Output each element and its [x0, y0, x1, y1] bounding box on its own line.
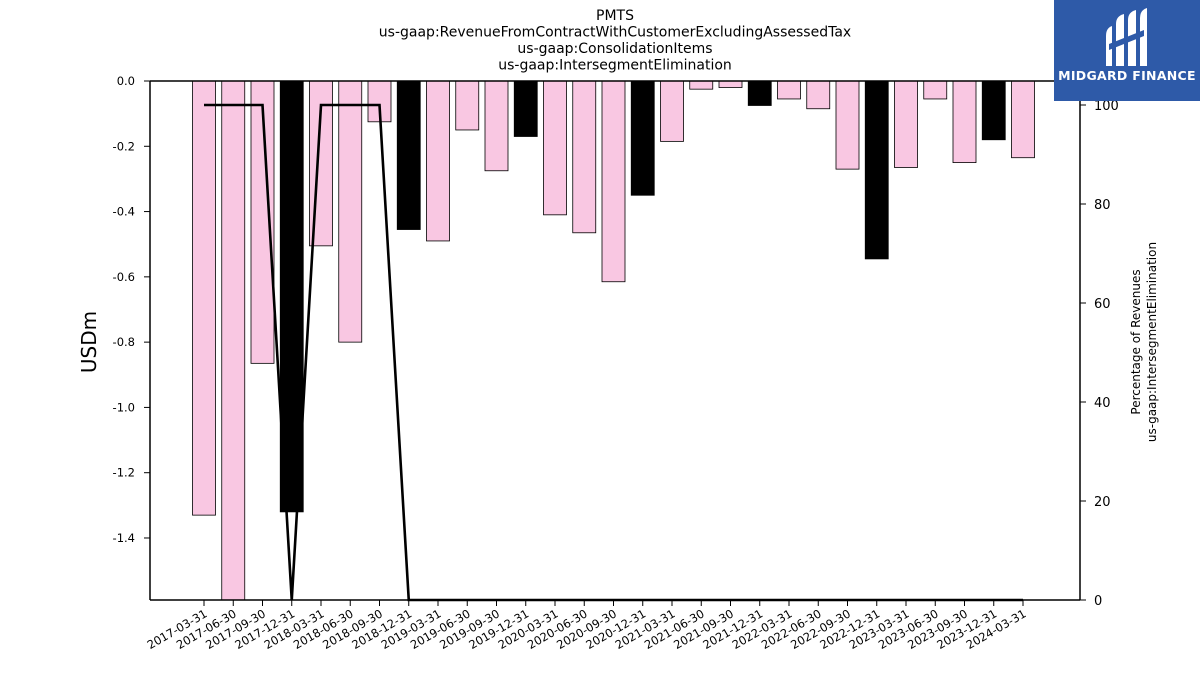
- bar: [894, 80, 918, 168]
- bar: [396, 80, 421, 230]
- chart-title: PMTSus-gaap:RevenueFromContractWithCusto…: [379, 8, 851, 74]
- bar: [777, 80, 801, 100]
- bar: [338, 80, 363, 343]
- bar: [923, 80, 948, 100]
- y2-axis-label: us-gaap:IntersegmentElimination: [1145, 242, 1159, 442]
- y-tick-label: -0.6: [113, 270, 135, 284]
- y2-tick-label: 100: [1094, 99, 1119, 114]
- y2-tick-label: 20: [1094, 495, 1111, 510]
- bar: [689, 80, 714, 90]
- bar: [543, 80, 567, 216]
- y2-tick-label: 0: [1094, 594, 1102, 609]
- y-axis-label: USDm: [77, 311, 101, 373]
- bar: [630, 80, 655, 196]
- y2-tick-label: 40: [1094, 396, 1111, 411]
- y2-axis-label: Percentage of Revenues: [1129, 269, 1143, 414]
- bar: [601, 80, 626, 283]
- bar-series: [192, 80, 1035, 601]
- bar: [806, 80, 831, 110]
- chart-title-line: us-gaap:IntersegmentElimination: [498, 58, 732, 74]
- bar: [572, 80, 597, 234]
- bar: [747, 80, 772, 106]
- logo-mark-icon: [1106, 8, 1147, 66]
- y2-tick-label: 80: [1094, 198, 1111, 213]
- bar: [952, 80, 977, 164]
- bar: [981, 80, 1006, 141]
- y-tick-label: -1.0: [113, 400, 135, 414]
- y-tick-label: -0.2: [113, 139, 135, 153]
- chart-title-line: PMTS: [596, 8, 634, 24]
- bar: [660, 80, 684, 142]
- midgard-finance-logo: MIDGARD FINANCE: [1054, 0, 1200, 101]
- bar: [484, 80, 509, 172]
- bar: [192, 80, 216, 516]
- y-tick-label: -0.4: [113, 205, 135, 219]
- y2-tick-label: 60: [1094, 297, 1111, 312]
- logo-text: MIDGARD FINANCE: [1058, 68, 1196, 83]
- bar: [1011, 80, 1035, 159]
- bar: [864, 80, 889, 260]
- chart-title-line: us-gaap:ConsolidationItems: [517, 41, 712, 57]
- chart-title-line: us-gaap:RevenueFromContractWithCustomerE…: [379, 25, 851, 41]
- bar: [455, 80, 480, 131]
- y-tick-label: -1.4: [113, 531, 135, 545]
- bar: [835, 80, 860, 170]
- y-tick-label: -0.8: [113, 335, 135, 349]
- y-tick-label: 0.0: [117, 74, 135, 88]
- bar: [513, 80, 538, 137]
- y-tick-label: -1.2: [113, 466, 135, 480]
- bar: [718, 80, 743, 88]
- bar: [221, 80, 246, 601]
- bar: [426, 80, 450, 242]
